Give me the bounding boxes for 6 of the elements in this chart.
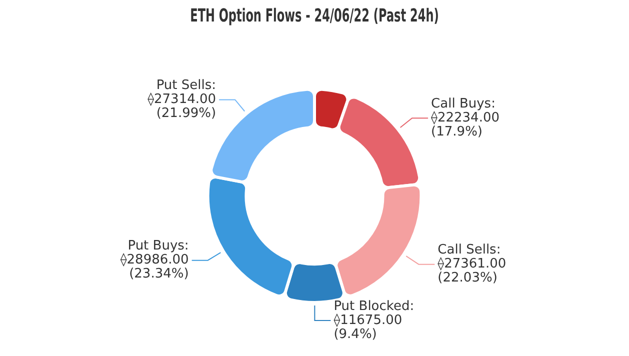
chart-title: ETH Option Flows - 24/06/22 (Past 24h) [190,4,439,26]
slice-label: Put Sells: ⟠27314.00 (21.99%) [148,78,216,122]
slice-label: Put Buys: ⟠28986.00 (23.34%) [120,238,189,282]
slice-label: Put Blocked: ⟠11675.00 (9.4%) [334,298,414,342]
slice-label: Call Sells: ⟠27361.00 (22.03%) [438,242,506,286]
slice-label: Call Buys: ⟠22234.00 (17.9%) [431,96,500,140]
